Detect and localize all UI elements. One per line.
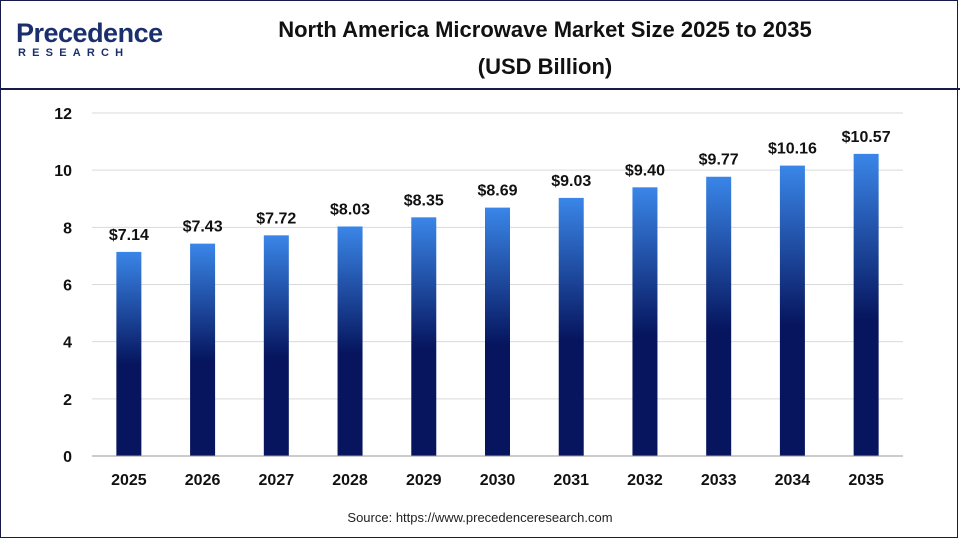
x-tick-label: 2029	[406, 472, 442, 489]
bar-2026	[190, 243, 216, 456]
bar-2032	[632, 187, 658, 457]
chart-title: North America Microwave Market Size 2025…	[278, 17, 812, 42]
y-axis-ticks: 0 2 4 6 8 10 12	[54, 106, 72, 466]
x-tick-label: 2035	[848, 472, 884, 489]
data-label: $9.40	[625, 162, 665, 179]
data-labels: $7.14 $7.43 $7.72 $8.03 $8.35 $8.69 $9.03 $9.40…	[109, 129, 891, 244]
header-divider	[0, 88, 960, 90]
logo-subtitle: RESEARCH	[18, 47, 130, 59]
bar-2028	[337, 226, 363, 456]
bar-2025	[116, 251, 142, 456]
bar-2033	[706, 176, 732, 456]
data-label: $9.77	[699, 152, 739, 169]
x-tick-label: 2032	[627, 472, 663, 489]
x-tick-label: 2033	[701, 472, 737, 489]
bar-2034	[779, 165, 805, 457]
bar-2031	[558, 197, 584, 456]
bar-2029	[411, 217, 437, 456]
y-tick-label: 0	[63, 449, 72, 466]
x-tick-label: 2034	[775, 472, 811, 489]
y-tick-label: 2	[63, 392, 72, 409]
y-tick-label: 8	[63, 220, 72, 237]
source-note: Source: https://www.precedenceresearch.c…	[347, 510, 613, 525]
data-label: $7.43	[183, 219, 223, 236]
data-label: $10.57	[842, 129, 891, 146]
y-tick-label: 12	[54, 106, 72, 123]
y-tick-label: 10	[54, 163, 72, 180]
data-label: $9.03	[551, 173, 591, 190]
bar-2030	[485, 207, 510, 456]
x-tick-label: 2027	[259, 472, 295, 489]
y-tick-label: 4	[63, 335, 72, 352]
x-tick-label: 2030	[480, 472, 516, 489]
x-tick-label: 2028	[332, 472, 368, 489]
data-label: $7.72	[256, 210, 296, 227]
chart-subtitle: (USD Billion)	[477, 54, 613, 79]
data-label: $8.69	[477, 183, 517, 200]
y-tick-label: 6	[63, 278, 72, 295]
x-tick-label: 2025	[111, 472, 147, 489]
data-label: $8.03	[330, 201, 370, 218]
data-label: $10.16	[768, 141, 817, 158]
bar-2027	[263, 235, 289, 456]
bar-2035	[853, 153, 879, 457]
x-axis-ticks: 2025 2026 2027 2028 2029 2030 2031 2032 2033 2034…	[111, 472, 884, 489]
data-label: $8.35	[404, 192, 444, 209]
bars	[116, 153, 879, 457]
x-tick-label: 2031	[553, 472, 589, 489]
data-label: $7.14	[109, 227, 149, 244]
logo-wordmark: Precedence	[16, 18, 163, 48]
x-tick-label: 2026	[185, 472, 221, 489]
brand-logo: Precedence RESEARCH	[16, 18, 166, 62]
